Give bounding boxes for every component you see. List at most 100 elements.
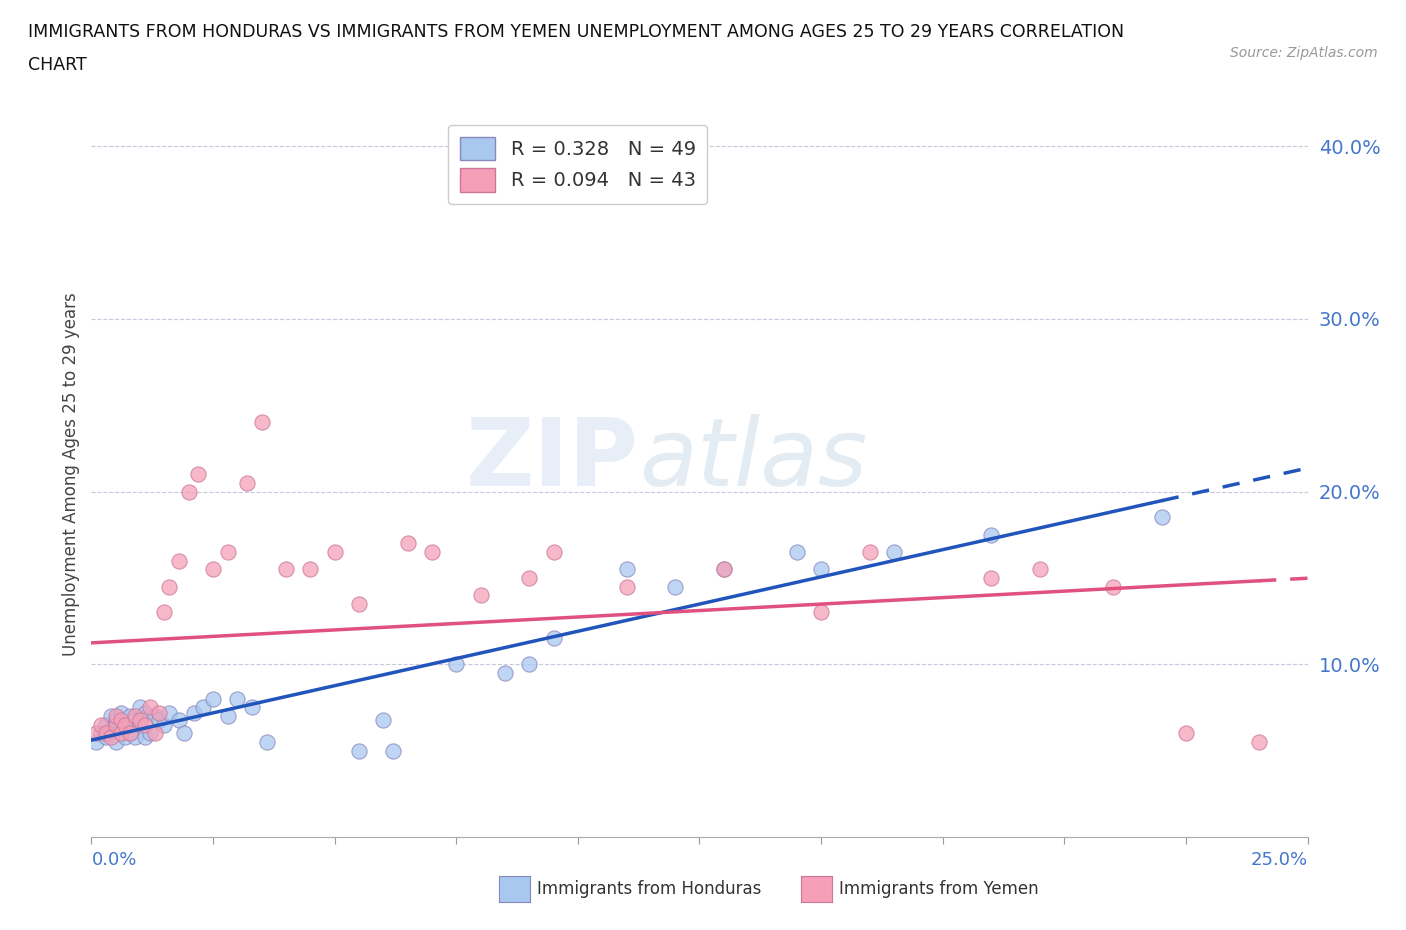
Point [183,705,205,720]
Point [120,726,142,741]
Point [347,596,370,611]
Point [444,657,467,671]
Text: ZIP: ZIP [465,414,638,506]
Point [1150,510,1173,525]
Point [139,700,162,715]
Point [713,562,735,577]
Point [84,735,107,750]
Text: IMMIGRANTS FROM HONDURAS VS IMMIGRANTS FROM YEMEN UNEMPLOYMENT AMONG AGES 25 TO : IMMIGRANTS FROM HONDURAS VS IMMIGRANTS F… [28,23,1125,41]
Point [664,579,686,594]
Point [129,712,152,727]
Point [236,475,259,490]
Point [173,726,195,741]
Point [120,726,142,741]
Legend: R = 0.328   N = 49, R = 0.094   N = 43: R = 0.328 N = 49, R = 0.094 N = 43 [449,125,707,204]
Point [114,717,136,732]
Text: 25.0%: 25.0% [1250,851,1308,870]
Point [187,467,209,482]
Point [143,709,166,724]
Point [1029,562,1052,577]
Point [517,570,540,585]
Point [110,712,132,727]
Point [470,588,492,603]
Point [114,717,136,732]
Point [494,666,516,681]
Point [1175,726,1198,741]
Point [110,726,132,741]
Point [104,709,127,724]
Point [373,712,395,727]
Point [980,527,1002,542]
Point [274,562,297,577]
Point [94,717,117,732]
Point [713,562,735,577]
Point [193,700,215,715]
Point [104,735,127,750]
Text: Immigrants from Honduras: Immigrants from Honduras [537,880,762,898]
Point [543,631,565,645]
Text: CHART: CHART [28,56,87,73]
Point [250,415,273,430]
Text: Immigrants from Yemen: Immigrants from Yemen [839,880,1039,898]
Point [167,553,190,568]
Point [382,743,405,758]
Point [129,717,152,732]
Point [104,712,127,727]
Point [84,726,107,741]
Point [177,485,200,499]
Point [134,705,156,720]
Point [110,705,132,720]
Point [94,726,117,741]
Point [786,545,808,560]
Point [153,717,176,732]
Point [883,545,905,560]
Point [100,729,122,744]
Point [396,536,419,551]
Point [139,726,162,741]
Point [148,705,170,720]
Point [859,545,882,560]
Point [110,726,132,741]
Point [143,726,166,741]
Point [129,700,152,715]
Point [134,729,156,744]
Point [517,657,540,671]
Point [299,562,322,577]
Point [104,717,127,732]
Text: Source: ZipAtlas.com: Source: ZipAtlas.com [1230,46,1378,60]
Point [120,709,142,724]
Point [420,545,443,560]
Point [810,562,832,577]
Point [157,579,180,594]
Point [153,605,176,620]
Point [167,712,190,727]
Point [543,545,565,560]
Text: 0.0%: 0.0% [91,851,136,870]
Point [124,709,146,724]
Point [217,709,239,724]
Point [323,545,346,560]
Point [616,579,638,594]
Point [980,570,1002,585]
Point [100,723,122,737]
Point [217,545,239,560]
Text: atlas: atlas [638,414,868,505]
Point [134,717,156,732]
Point [90,717,112,732]
Point [226,691,249,706]
Point [256,735,278,750]
Y-axis label: Unemployment Among Ages 25 to 29 years: Unemployment Among Ages 25 to 29 years [62,292,80,657]
Point [347,743,370,758]
Point [240,700,263,715]
Point [94,729,117,744]
Point [90,726,112,741]
Point [124,712,146,727]
Point [124,729,146,744]
Point [1247,735,1270,750]
Point [202,562,225,577]
Point [1102,579,1125,594]
Point [148,712,170,727]
Point [114,729,136,744]
Point [616,562,638,577]
Point [100,709,122,724]
